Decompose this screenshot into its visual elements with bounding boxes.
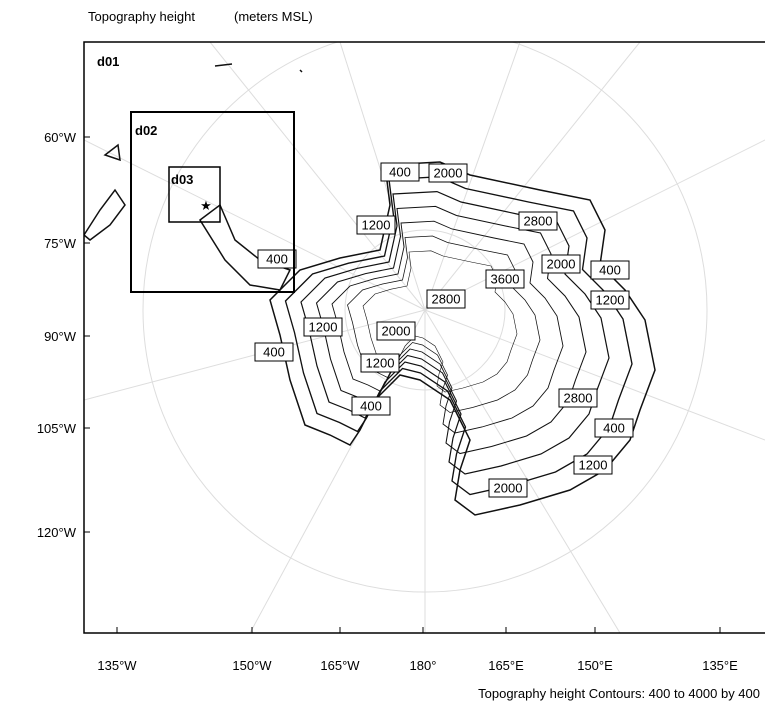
contour-label: 2000 <box>547 256 576 271</box>
contour-label: 400 <box>360 398 382 413</box>
contour-label: 3600 <box>491 271 520 286</box>
contour-label: 1200 <box>579 457 608 472</box>
contour-label: 2000 <box>434 165 463 180</box>
left-axis-label: 60°W <box>44 130 77 145</box>
contour-label: 2800 <box>564 390 593 405</box>
station-star: ★ <box>200 198 212 213</box>
bottom-axis-label: 165°W <box>320 658 360 673</box>
contour-label: 400 <box>389 164 411 179</box>
domain-label: d01 <box>97 54 119 69</box>
left-axis-label: 105°W <box>37 421 77 436</box>
page: Topography height (meters MSL) 400 2000 12… <box>0 0 765 707</box>
left-axis-label: 90°W <box>44 329 77 344</box>
footer: Topography height Contours: 400 to 4000 … <box>478 686 760 701</box>
graticule <box>84 28 765 640</box>
contour-label: 1200 <box>366 355 395 370</box>
contour-label: 2000 <box>382 323 411 338</box>
contour-label: 400 <box>263 344 285 359</box>
map-figure: Topography height (meters MSL) 400 2000 12… <box>0 0 765 707</box>
domain-label: d03 <box>171 172 193 187</box>
contour-label: 1200 <box>596 292 625 307</box>
contour-label: 400 <box>603 420 625 435</box>
contour-label: 1200 <box>309 319 338 334</box>
contour-label: 400 <box>266 251 288 266</box>
domain-label: d02 <box>135 123 157 138</box>
contour-label: 2800 <box>432 291 461 306</box>
bottom-axis-label: 165°E <box>488 658 524 673</box>
left-axis-label: 120°W <box>37 525 77 540</box>
units: (meters MSL) <box>234 9 313 24</box>
title: Topography height <box>88 9 195 24</box>
bottom-axis-label: 180° <box>410 658 437 673</box>
bottom-axis-label: 135°W <box>97 658 137 673</box>
contour-label: 2000 <box>494 480 523 495</box>
contour-label: 1200 <box>362 217 391 232</box>
contours <box>84 64 655 515</box>
contour-label: 2800 <box>524 213 553 228</box>
contour-label: 400 <box>599 262 621 277</box>
bottom-axis-label: 150°W <box>232 658 272 673</box>
map-area: 400 2000 1200 2800 400 3600 2000 400 1200 2800 120… <box>84 28 765 640</box>
bottom-axis-label: 135°E <box>702 658 738 673</box>
bottom-axis-label: 150°E <box>577 658 613 673</box>
left-axis-label: 75°W <box>44 236 77 251</box>
contour-labels: 400 2000 1200 2800 400 3600 2000 400 1200 2800 120… <box>255 163 633 497</box>
